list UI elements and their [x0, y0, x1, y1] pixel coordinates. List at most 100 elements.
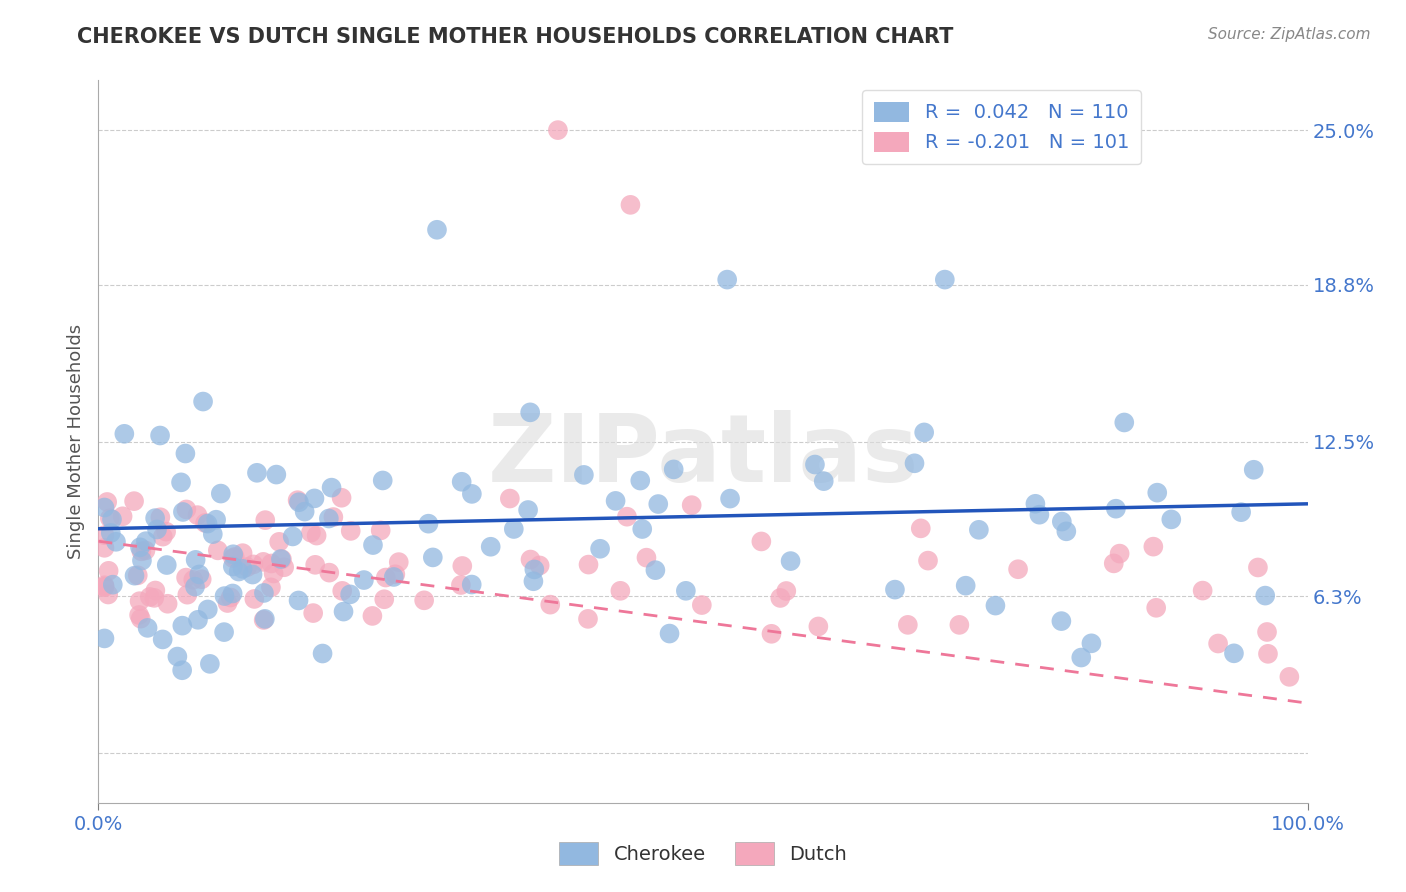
- Point: [1257, 647, 1279, 661]
- Point: [146, 523, 169, 537]
- Point: [353, 573, 375, 587]
- Point: [152, 632, 174, 647]
- Point: [149, 428, 172, 442]
- Point: [576, 612, 599, 626]
- Point: [253, 613, 276, 627]
- Point: [910, 521, 932, 535]
- Point: [152, 530, 174, 544]
- Point: [93, 632, 115, 646]
- Point: [224, 549, 246, 564]
- Point: [212, 625, 235, 640]
- Legend: Cherokee, Dutch: Cherokee, Dutch: [551, 835, 855, 872]
- Point: [547, 123, 569, 137]
- Point: [897, 618, 920, 632]
- Point: [242, 558, 264, 572]
- Point: [616, 509, 638, 524]
- Point: [605, 494, 627, 508]
- Point: [143, 511, 166, 525]
- Point: [260, 557, 283, 571]
- Point: [273, 560, 295, 574]
- Point: [111, 509, 134, 524]
- Point: [281, 529, 304, 543]
- Point: [100, 525, 122, 540]
- Point: [1142, 540, 1164, 554]
- Point: [1160, 512, 1182, 526]
- Point: [302, 606, 325, 620]
- Point: [131, 553, 153, 567]
- Point: [93, 580, 115, 594]
- Point: [413, 593, 436, 607]
- Point: [128, 594, 150, 608]
- Point: [186, 508, 208, 522]
- Point: [374, 570, 396, 584]
- Point: [619, 198, 641, 212]
- Point: [93, 541, 115, 555]
- Point: [675, 583, 697, 598]
- Point: [1080, 636, 1102, 650]
- Point: [209, 486, 232, 500]
- Point: [1243, 463, 1265, 477]
- Point: [1024, 497, 1046, 511]
- Point: [188, 567, 211, 582]
- Point: [170, 475, 193, 490]
- Point: [97, 587, 120, 601]
- Point: [260, 580, 283, 594]
- Point: [191, 394, 214, 409]
- Point: [271, 552, 294, 566]
- Point: [813, 474, 835, 488]
- Point: [1144, 600, 1167, 615]
- Point: [330, 491, 353, 505]
- Point: [631, 522, 654, 536]
- Point: [198, 657, 221, 671]
- Point: [339, 524, 361, 538]
- Point: [187, 613, 209, 627]
- Point: [93, 500, 115, 515]
- Point: [101, 512, 124, 526]
- Point: [523, 562, 546, 576]
- Point: [1247, 560, 1270, 574]
- Point: [288, 495, 311, 509]
- Point: [1054, 524, 1077, 539]
- Point: [172, 663, 194, 677]
- Point: [769, 591, 792, 605]
- Point: [156, 597, 179, 611]
- Point: [529, 558, 551, 573]
- Point: [129, 541, 152, 555]
- Point: [450, 578, 472, 592]
- Point: [97, 564, 120, 578]
- Point: [253, 586, 276, 600]
- Point: [318, 511, 340, 525]
- Point: [1206, 636, 1229, 650]
- Point: [104, 534, 127, 549]
- Point: [373, 592, 395, 607]
- Point: [217, 596, 239, 610]
- Point: [134, 543, 156, 558]
- Point: [382, 570, 405, 584]
- Point: [388, 555, 411, 569]
- Point: [232, 546, 254, 560]
- Point: [1230, 505, 1253, 519]
- Point: [129, 612, 152, 626]
- Point: [269, 534, 291, 549]
- Point: [718, 491, 741, 506]
- Point: [101, 577, 124, 591]
- Point: [1007, 562, 1029, 576]
- Point: [662, 462, 685, 476]
- Text: ZIPatlas: ZIPatlas: [488, 410, 918, 502]
- Point: [1070, 650, 1092, 665]
- Point: [499, 491, 522, 506]
- Point: [934, 272, 956, 286]
- Point: [214, 589, 236, 603]
- Point: [761, 627, 783, 641]
- Point: [236, 560, 259, 574]
- Point: [903, 456, 925, 470]
- Point: [578, 558, 600, 572]
- Point: [502, 522, 524, 536]
- Point: [636, 550, 658, 565]
- Point: [190, 572, 212, 586]
- Point: [128, 607, 150, 622]
- Point: [242, 567, 264, 582]
- Point: [219, 591, 242, 605]
- Point: [361, 538, 384, 552]
- Point: [690, 598, 713, 612]
